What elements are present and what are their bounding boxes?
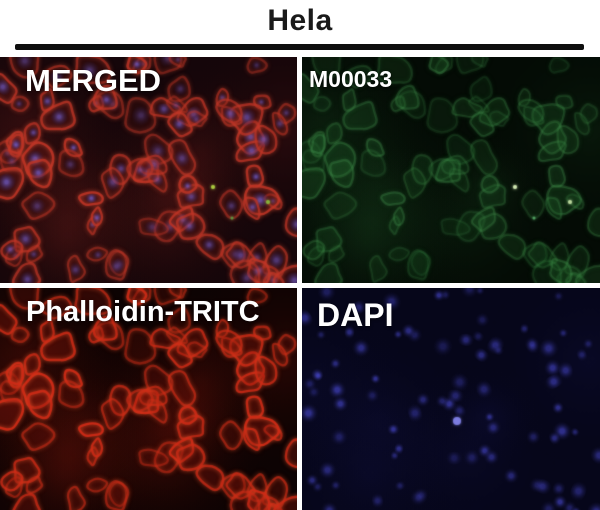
panel-label-m00033: M00033 (309, 66, 393, 92)
figure-title: Hela (267, 4, 333, 37)
micrograph-phalloidin-tritc-image (0, 288, 297, 510)
panel-label-phalloidin-tritc: Phalloidin-TRITC (26, 296, 260, 328)
panel-phalloidin-tritc: Phalloidin-TRITC (0, 288, 297, 510)
panel-dapi: DAPI (302, 288, 600, 510)
panel-label-merged: MERGED (25, 63, 162, 98)
micrograph-dapi-image (302, 288, 600, 510)
micrograph-merged-image (0, 57, 297, 283)
panel-merged: MERGED (0, 57, 297, 283)
title-underline (15, 44, 584, 50)
micrograph-m00033-image (302, 57, 600, 283)
panel-m00033: M00033 (302, 57, 600, 283)
panel-label-dapi: DAPI (317, 297, 394, 333)
